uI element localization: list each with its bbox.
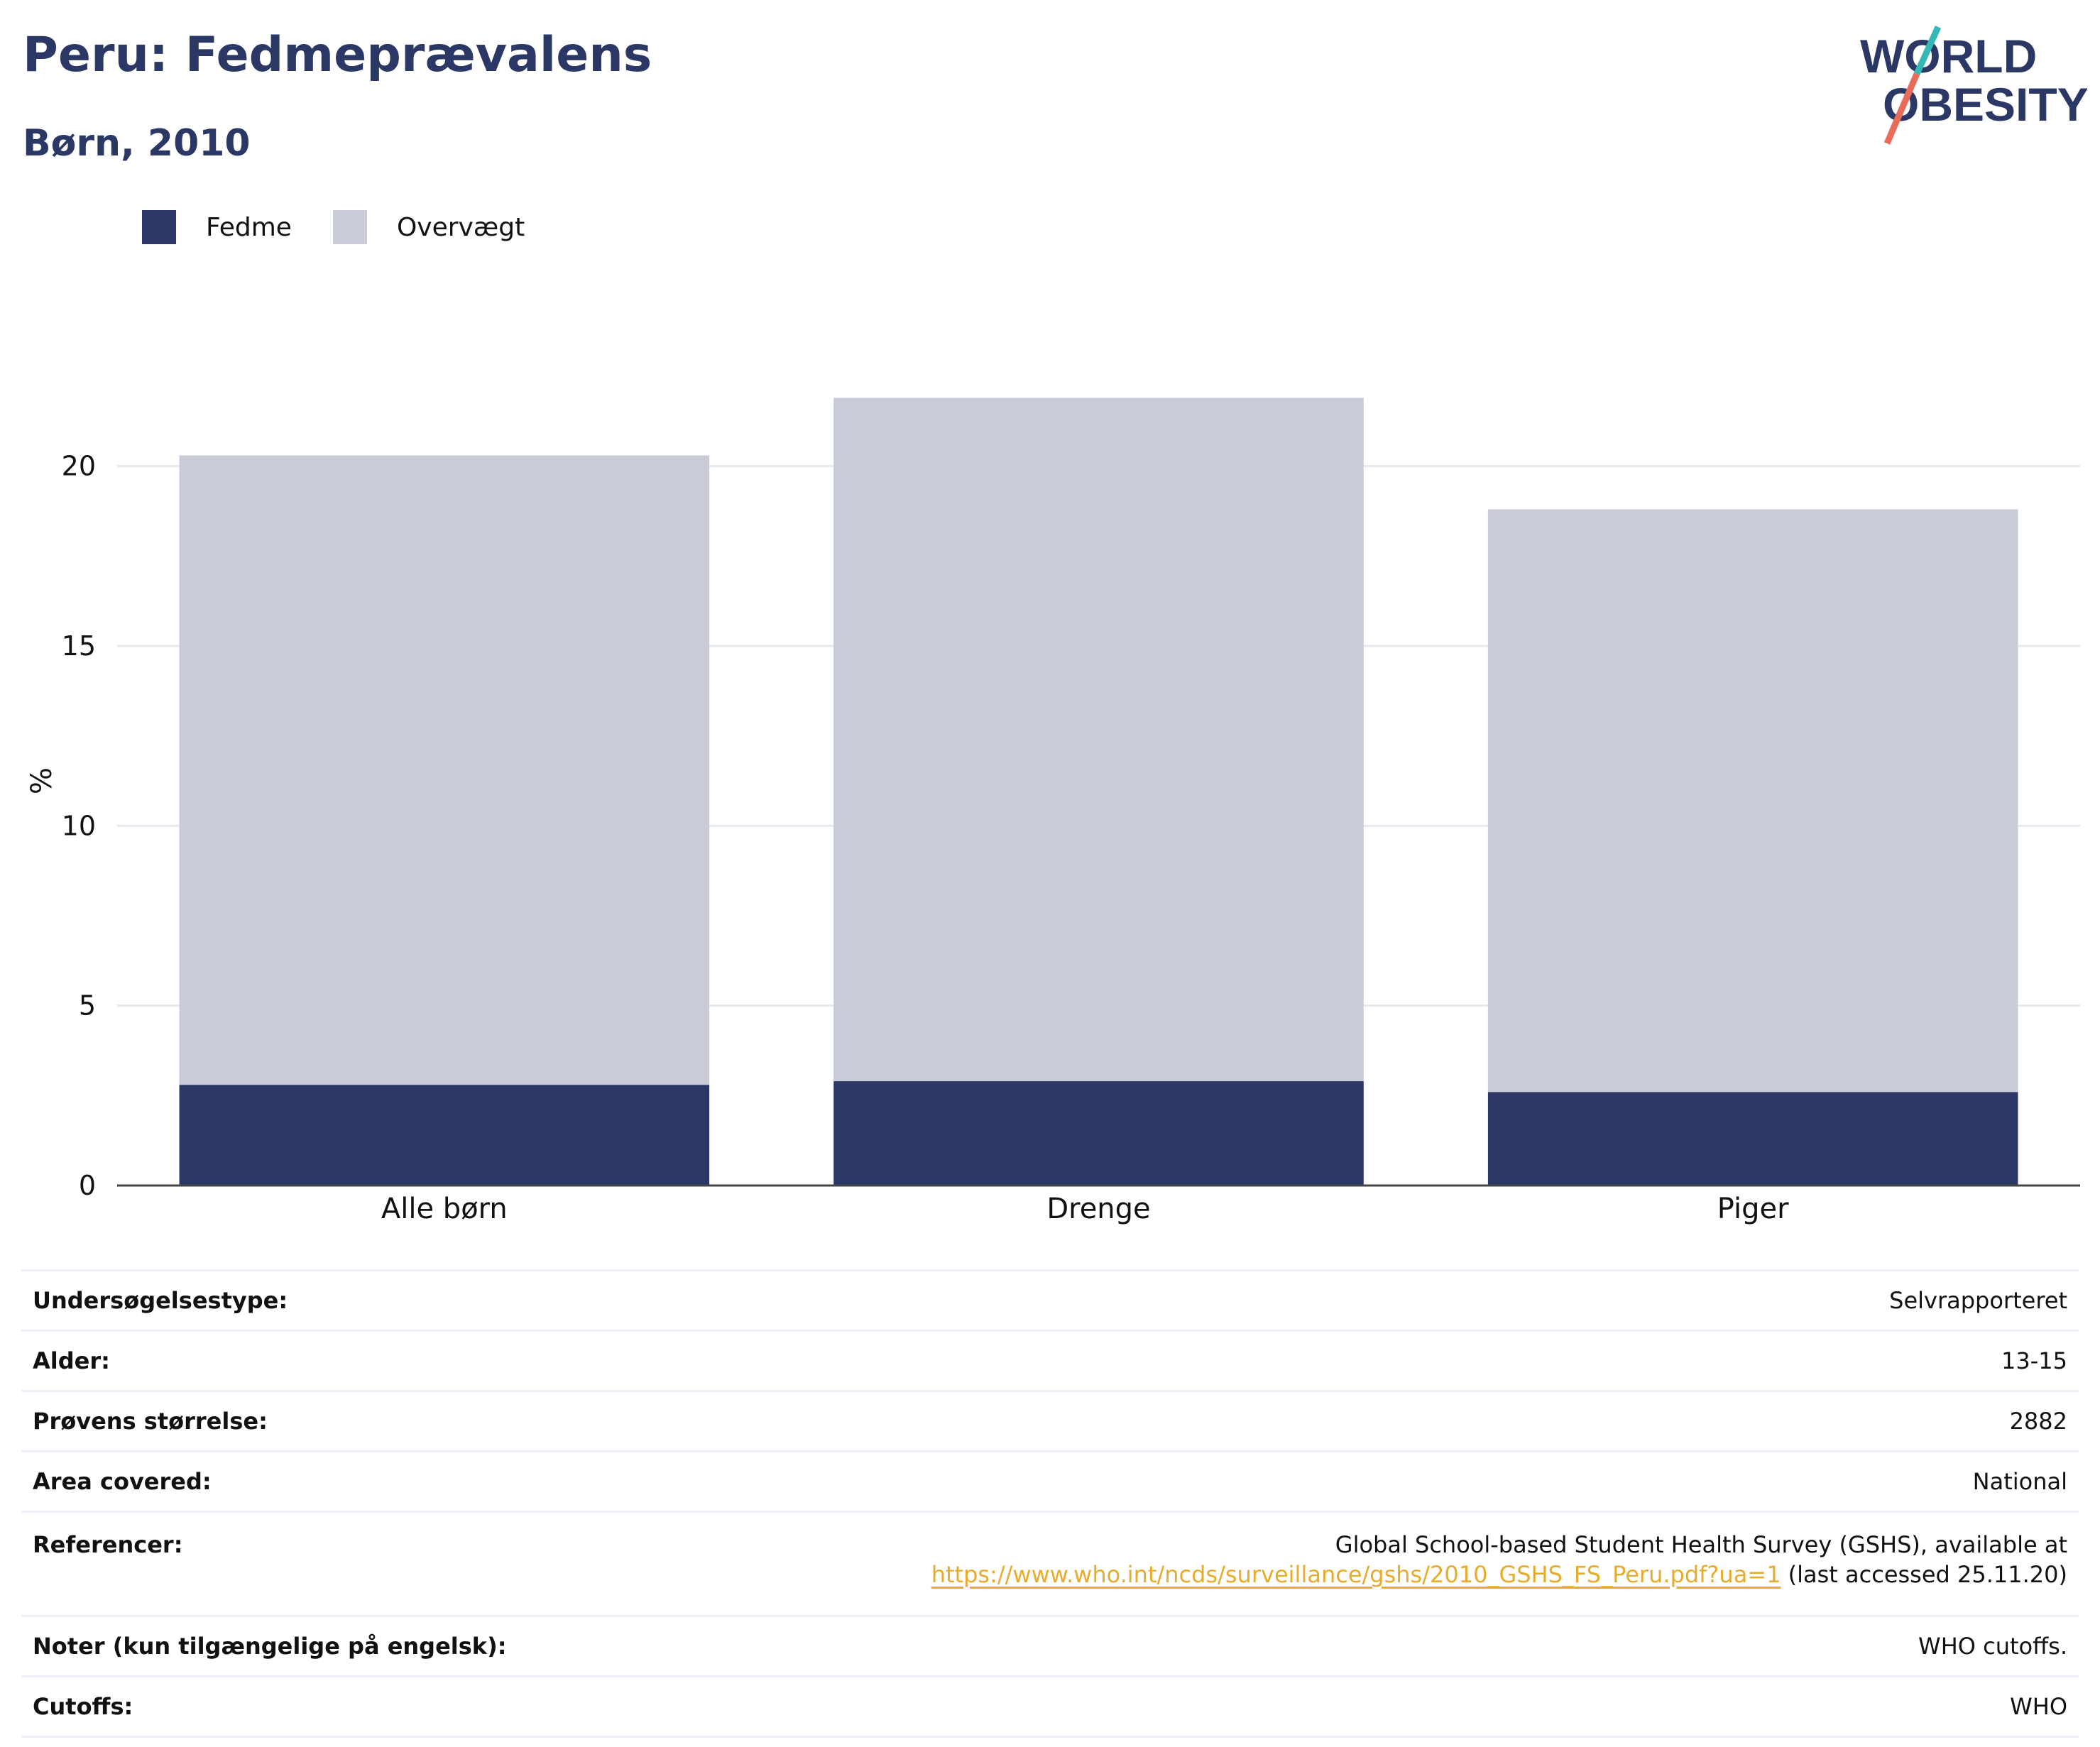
y-tick-label: 15	[62, 630, 96, 662]
info-key: Prøvens størrelse:	[21, 1391, 639, 1452]
info-row-survey-type: Undersøgelsestype: Selvrapporteret	[21, 1269, 2079, 1332]
chart-subtitle: Børn, 2010	[23, 122, 251, 165]
info-value: 13-15	[638, 1330, 2079, 1392]
chart-legend: Fedme Overvægt	[142, 210, 566, 244]
info-key: Area covered:	[21, 1451, 639, 1513]
world-obesity-logo: WORLD OBESITY	[1860, 26, 2087, 145]
bar-fedme	[833, 1081, 1364, 1185]
info-key: Undersøgelsestype:	[21, 1269, 639, 1332]
y-axis-title: %	[26, 767, 58, 794]
legend-label-overvaegt: Overvægt	[396, 212, 525, 242]
y-tick-label: 20	[62, 451, 96, 482]
chart-title: Peru: Fedmeprævalens	[23, 27, 652, 83]
info-value: Global School-based Student Health Surve…	[638, 1511, 2079, 1617]
logo-slash-bottom	[1883, 72, 1920, 145]
legend-swatch-overvaegt	[332, 210, 367, 244]
info-key: Noter (kun tilgængelige på engelsk):	[21, 1616, 639, 1677]
y-tick-label: 0	[79, 1170, 96, 1201]
bar-overvaegt	[1487, 509, 2018, 1092]
bar-fedme	[179, 1085, 710, 1185]
info-row-references: Referencer: Global School-based Student …	[21, 1511, 2079, 1617]
reference-text: Global School-based Student Health Surve…	[1335, 1531, 2067, 1558]
x-tick-label: Alle børn	[381, 1193, 508, 1225]
info-value: WHO cutoffs.	[638, 1616, 2079, 1677]
bar-fedme	[1487, 1092, 2018, 1185]
x-tick-label: Piger	[1717, 1193, 1789, 1225]
legend-swatch-fedme	[142, 210, 176, 244]
bar-chart: 0 5 10 15 20% Alle børn Drenge Piger	[26, 398, 2080, 1225]
legend-item-overvaegt[interactable]: Overvægt	[332, 210, 525, 244]
info-key: Alder:	[21, 1330, 639, 1392]
info-row-area: Area covered: National	[21, 1451, 2079, 1513]
bar-overvaegt	[179, 455, 710, 1085]
legend-item-fedme[interactable]: Fedme	[142, 210, 292, 244]
y-tick-label: 10	[62, 810, 96, 841]
info-value: Selvrapporteret	[638, 1269, 2079, 1332]
info-table: Undersøgelsestype: Selvrapporteret Alder…	[21, 1269, 2079, 1738]
bar-overvaegt	[833, 398, 1364, 1082]
y-tick-label: 5	[79, 990, 96, 1022]
x-tick-label: Drenge	[1046, 1193, 1150, 1225]
info-value: WHO	[638, 1676, 2079, 1738]
reference-accessed: (last accessed 25.11.20)	[1781, 1561, 2067, 1588]
info-row-cutoffs: Cutoffs: WHO	[21, 1676, 2079, 1738]
info-key: Referencer:	[21, 1511, 639, 1617]
logo-line-1: WORLD	[1860, 30, 2037, 82]
info-row-notes: Noter (kun tilgængelige på engelsk): WHO…	[21, 1616, 2079, 1677]
info-value: National	[638, 1451, 2079, 1513]
logo-line-2: OBESITY	[1883, 78, 2087, 131]
legend-label-fedme: Fedme	[206, 212, 292, 242]
info-row-age: Alder: 13-15	[21, 1330, 2079, 1392]
reference-link[interactable]: https://www.who.int/ncds/surveillance/gs…	[931, 1561, 1781, 1588]
info-row-sample-size: Prøvens størrelse: 2882	[21, 1391, 2079, 1452]
info-key: Cutoffs:	[21, 1676, 639, 1738]
logo-slash-top	[1913, 26, 1942, 75]
info-value: 2882	[638, 1391, 2079, 1452]
